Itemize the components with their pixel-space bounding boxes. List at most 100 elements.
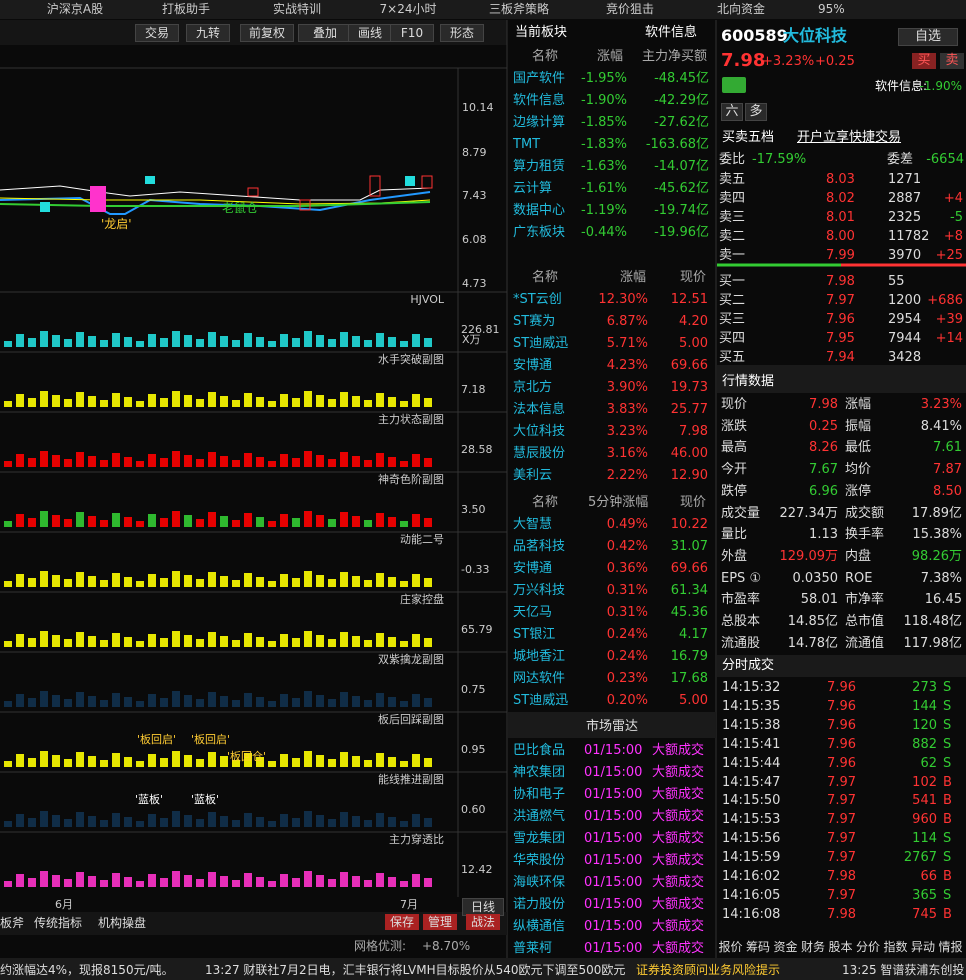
decoration [64,459,72,467]
nav-tab[interactable]: 竞价狙击 [605,2,654,16]
sell-button[interactable]: 卖 [940,53,964,69]
decoration [148,874,156,887]
stat-label: 今开 [721,462,748,478]
decoration [364,760,372,767]
toolbar-button[interactable]: F10 [390,24,434,42]
buy-button[interactable]: 买 [912,53,936,69]
decoration [364,580,372,587]
stat-label: 涨停 [845,483,872,499]
news-ticker[interactable]: 13:25 智谱获浦东创投 [842,963,965,977]
decoration [244,813,252,827]
decoration [364,820,372,827]
table-cell: 国产软件 [513,71,566,86]
decoration [4,461,12,467]
table-cell: 3.16% [606,446,648,461]
decoration [76,512,84,527]
table-cell: 4.20 [679,314,708,329]
news-ticker[interactable]: 13:27 财联社7月2日电，汇丰银行将LVMH目标股价从540欧元下调至500… [205,963,625,977]
news-ticker[interactable]: 约涨幅达4%，现报8150元/吨。 [0,963,174,977]
radar-cell: 01/15:00 [584,809,643,824]
nav-tab[interactable]: 北向资金 [716,2,765,16]
quote-tab[interactable]: 分价 [855,940,880,954]
decoration [340,452,348,467]
decoration [244,873,252,887]
trade-price: 7.97 [827,812,856,828]
radar-cell: 洪通燃气 [513,809,566,824]
decoration [412,874,420,887]
action-button[interactable]: 战法 [466,914,500,930]
decoration [400,461,408,467]
panel-title: 主力穿透比 [389,833,444,846]
grid-test-label: 网格优测: [354,939,407,953]
quote-tab[interactable]: 指数 [883,940,908,954]
table-cell: 4.17 [679,627,708,642]
nav-tab[interactable]: 三板斧策略 [488,2,549,16]
decoration [280,694,288,707]
y-tick-label: 10.14 [462,101,494,114]
toolbar-button[interactable]: 画线 [348,24,392,42]
table-cell: 网达软件 [513,671,566,686]
decoration [184,755,192,767]
decoration [88,396,96,407]
quote-tab[interactable]: 异动 [910,940,935,954]
book-volume: 3970 [888,248,922,263]
decoration [424,638,432,647]
trade-time: 14:15:32 [722,680,781,695]
action-button[interactable]: 保存 [385,914,419,930]
quote-tab[interactable]: 情报 [938,940,963,954]
trade-side: B [943,793,952,809]
decoration [304,571,312,587]
quote-tab[interactable]: 筹码 [745,940,770,954]
toolbar-button[interactable]: 交易 [135,24,179,42]
decoration [328,879,336,887]
book-label: 买五 [719,350,746,365]
decoration [4,341,12,347]
table-cell: 16.79 [670,649,708,664]
table-cell: 安博通 [513,561,553,576]
decoration [124,517,132,527]
toolbar-button[interactable]: 叠加 [298,24,352,42]
decoration [316,455,324,467]
radar-cell: 神农集团 [513,765,566,780]
quote-tab[interactable]: 报价 [718,940,743,954]
decoration [328,459,336,467]
quote-tab[interactable]: 股本 [828,940,853,954]
watch-button[interactable]: 自选 [898,28,958,46]
nav-tab[interactable]: 7×24小时 [379,2,437,16]
decoration [352,876,360,887]
nav-tab[interactable]: 打板助手 [161,2,210,16]
decoration [256,337,264,347]
nav-tab[interactable]: 实战特训 [272,2,321,16]
book-label: 买三 [719,312,746,327]
stat-label: 流通股 [721,635,761,651]
table-cell: 5.00 [679,336,708,351]
book-change: +8 [943,229,963,244]
nav-tab[interactable]: 沪深京A股 [46,2,104,16]
book-price: 7.97 [826,293,855,308]
news-ticker[interactable]: 证券投资顾问业务风险提示 [636,963,781,977]
decoration [148,694,156,707]
decoration [340,572,348,587]
trade-time: 14:16:05 [722,887,781,903]
quote-tab[interactable]: 资金 [773,940,798,954]
bottom-tab[interactable]: 机构操盘 [97,916,146,930]
trade-side: B [943,869,952,884]
tag[interactable]: 多 [745,103,767,121]
toolbar-button[interactable]: 九转 [186,24,230,42]
decoration [148,394,156,407]
decoration [340,512,348,527]
toolbar-button[interactable]: 形态 [440,24,484,42]
toolbar-button[interactable]: 前复权 [240,24,294,42]
bottom-tab[interactable]: 板斧 [0,916,25,930]
price-pct: +3.23% [762,54,815,69]
decoration [256,397,264,407]
tag[interactable]: 六 [721,103,743,121]
quote-tab[interactable]: 财务 [800,940,825,954]
decoration [184,335,192,347]
action-button[interactable]: 管理 [423,914,457,930]
table-cell: 美利云 [513,468,553,483]
trade-time: 14:15:53 [722,812,781,828]
decoration [148,754,156,767]
bottom-tab[interactable]: 传统指标 [33,916,82,930]
